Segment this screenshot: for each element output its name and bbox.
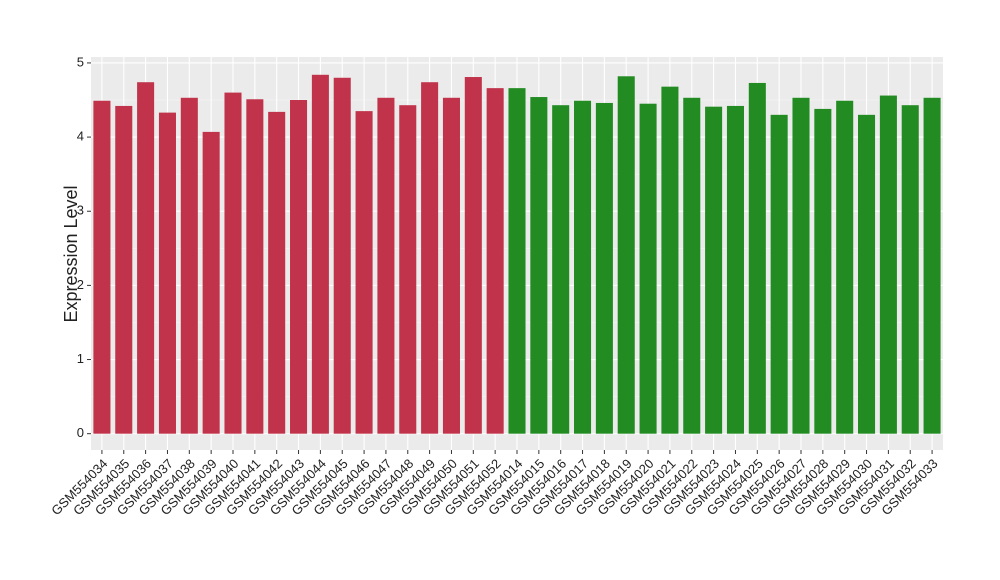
bar: [421, 82, 439, 434]
bar: [137, 82, 155, 434]
y-tick-label: 4: [77, 129, 84, 144]
bar: [202, 131, 220, 434]
bar: [355, 111, 373, 434]
bar: [705, 106, 723, 434]
bar: [617, 76, 635, 434]
bar: [901, 105, 919, 434]
bar: [923, 97, 941, 434]
bar: [115, 105, 133, 434]
bar: [464, 77, 482, 434]
y-tick-label: 5: [77, 54, 84, 69]
bar: [442, 97, 460, 434]
bar: [574, 100, 592, 434]
bar: [158, 112, 176, 434]
bar: [377, 97, 395, 434]
bar: [290, 100, 308, 434]
y-tick-label: 2: [77, 277, 84, 292]
bar: [530, 97, 548, 434]
bar: [224, 92, 242, 434]
y-axis-title: Expression Level: [61, 185, 81, 322]
bar: [486, 88, 504, 434]
bar: [683, 97, 701, 434]
bar: [726, 105, 744, 434]
bar: [661, 86, 679, 434]
bar: [552, 105, 570, 434]
bar: [333, 77, 351, 434]
y-tick-label: 1: [77, 351, 84, 366]
bar: [311, 74, 329, 434]
bar: [246, 99, 264, 434]
bar: [792, 97, 810, 434]
bar: [748, 82, 766, 434]
bar: [268, 111, 286, 434]
bar: [879, 95, 897, 434]
bar: [180, 97, 198, 434]
bar: [595, 102, 613, 434]
bar: [639, 103, 657, 434]
y-tick-label: 0: [77, 425, 84, 440]
bar: [814, 108, 832, 434]
bar: [399, 105, 417, 434]
bar: [508, 88, 526, 434]
bar: [836, 100, 854, 434]
y-tick-label: 3: [77, 203, 84, 218]
bar: [770, 114, 788, 434]
bar: [858, 114, 876, 434]
bar: [93, 100, 111, 434]
